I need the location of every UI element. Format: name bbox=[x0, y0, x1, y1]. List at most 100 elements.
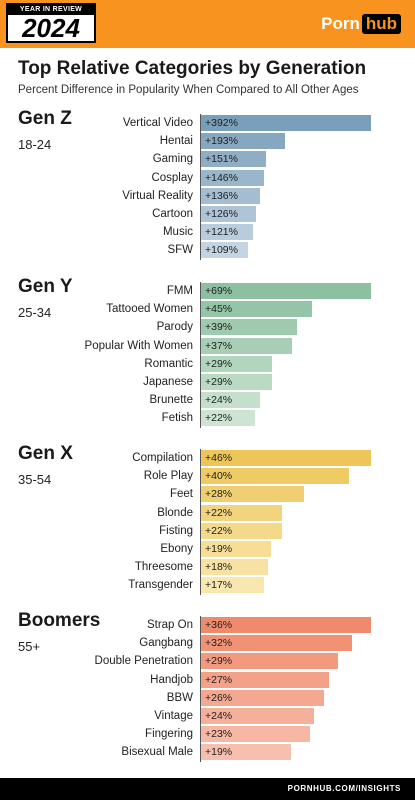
bar-value-label: +146% bbox=[205, 171, 238, 184]
bar-row: Vintage +24% bbox=[0, 707, 415, 725]
generation-age-range: 18-24 bbox=[18, 137, 52, 152]
bar-row: BBW +26% bbox=[0, 689, 415, 707]
year-in-review-badge: YEAR IN REVIEW 2024 bbox=[6, 3, 96, 43]
bar bbox=[201, 450, 371, 466]
generation-name: Gen X bbox=[18, 443, 73, 464]
bar-value-label: +28% bbox=[205, 488, 233, 501]
category-label: Gaming bbox=[152, 153, 193, 166]
bar bbox=[201, 169, 265, 186]
bar bbox=[201, 617, 371, 633]
bar-row: Fingering +23% bbox=[0, 725, 415, 743]
bar-row: Fetish +22% bbox=[0, 409, 415, 427]
bar-value-label: +151% bbox=[205, 153, 238, 166]
bar-row: Music +121% bbox=[0, 223, 415, 241]
generation-age-range: 55+ bbox=[18, 639, 41, 654]
category-label: Popular With Women bbox=[84, 339, 193, 352]
bar-value-label: +22% bbox=[205, 524, 233, 537]
bar bbox=[201, 151, 267, 168]
generation-name: Gen Y bbox=[18, 276, 73, 297]
bar-value-label: +17% bbox=[205, 579, 233, 592]
category-label: Role Play bbox=[143, 470, 193, 483]
bar bbox=[201, 115, 371, 131]
bar-row: Gaming +151% bbox=[0, 150, 415, 168]
bar-value-label: +136% bbox=[205, 189, 238, 202]
bar bbox=[201, 486, 305, 503]
bar-row: Popular With Women +37% bbox=[0, 337, 415, 355]
bar-value-label: +40% bbox=[205, 470, 233, 483]
bar-value-label: +37% bbox=[205, 339, 233, 352]
category-label: SFW bbox=[167, 244, 193, 257]
bar-row: Parody +39% bbox=[0, 318, 415, 336]
bar-value-label: +27% bbox=[205, 673, 233, 686]
bar-value-label: +45% bbox=[205, 303, 233, 316]
generation-name: Boomers bbox=[18, 610, 101, 631]
category-label: Japanese bbox=[143, 376, 193, 388]
category-label: Threesome bbox=[134, 561, 193, 574]
bar-value-label: +26% bbox=[205, 691, 233, 704]
bar bbox=[201, 541, 272, 557]
bar bbox=[201, 319, 298, 336]
bar-value-label: +126% bbox=[205, 208, 238, 220]
bar-row: Brunette +24% bbox=[0, 391, 415, 409]
bar-axis-line bbox=[200, 282, 201, 428]
bar bbox=[201, 133, 285, 150]
bar-row: Role Play +40% bbox=[0, 467, 415, 485]
bar-value-label: +18% bbox=[205, 561, 233, 574]
bar bbox=[201, 635, 353, 652]
bar-row: Vertical Video +392% bbox=[0, 114, 415, 132]
category-label: Fingering bbox=[145, 728, 193, 741]
category-label: Bisexual Male bbox=[121, 746, 193, 759]
category-label: Brunette bbox=[149, 394, 193, 407]
category-label: Transgender bbox=[128, 579, 193, 592]
bar-row: Bisexual Male +19% bbox=[0, 743, 415, 761]
bar bbox=[201, 206, 256, 222]
category-label: Ebony bbox=[160, 543, 193, 555]
bar-row: FMM +69% bbox=[0, 282, 415, 300]
logo-text-part2: hub bbox=[361, 14, 401, 34]
bar bbox=[201, 689, 324, 706]
category-label: Music bbox=[162, 226, 193, 239]
bar-axis-line bbox=[200, 449, 201, 595]
bar-value-label: +23% bbox=[205, 728, 233, 741]
bar-value-label: +109% bbox=[205, 244, 238, 257]
bar-row: Compilation +46% bbox=[0, 449, 415, 467]
bar-value-label: +36% bbox=[205, 619, 233, 631]
bar-row: Strap On +36% bbox=[0, 616, 415, 634]
bar-value-label: +29% bbox=[205, 357, 233, 370]
category-label: Fetish bbox=[161, 412, 193, 425]
bar-value-label: +193% bbox=[205, 135, 238, 148]
bar bbox=[201, 726, 310, 743]
bar bbox=[201, 337, 293, 354]
category-label: Vintage bbox=[154, 710, 193, 722]
category-label: Gangbang bbox=[139, 637, 193, 650]
category-label: Feet bbox=[169, 488, 193, 501]
badge-caption: YEAR IN REVIEW bbox=[8, 5, 94, 15]
bar bbox=[201, 187, 260, 204]
bar-value-label: +32% bbox=[205, 637, 233, 650]
bar-value-label: +121% bbox=[205, 226, 238, 239]
footer-bar: PORNHUB.COM/INSIGHTS bbox=[0, 778, 415, 800]
bar bbox=[201, 504, 283, 521]
category-label: Cartoon bbox=[152, 208, 193, 220]
category-label: Compilation bbox=[132, 452, 193, 464]
generation-age-range: 35-54 bbox=[18, 472, 52, 487]
brand-logo: Porn hub bbox=[321, 13, 401, 35]
bar-value-label: +19% bbox=[205, 543, 233, 555]
bar-row: Handjob +27% bbox=[0, 671, 415, 689]
bar-row: Romantic +29% bbox=[0, 355, 415, 373]
bar-axis-line bbox=[200, 114, 201, 260]
bar-row: Feet +28% bbox=[0, 485, 415, 503]
generation-age-range: 25-34 bbox=[18, 305, 52, 320]
category-label: Double Penetration bbox=[94, 655, 193, 668]
bar bbox=[201, 559, 268, 576]
category-label: Parody bbox=[156, 321, 193, 334]
bar-value-label: +24% bbox=[205, 394, 233, 407]
bar bbox=[201, 744, 291, 761]
bar bbox=[201, 468, 349, 485]
category-label: Vertical Video bbox=[122, 117, 193, 129]
chart-title: Top Relative Categories by Generation bbox=[18, 58, 367, 79]
logo-text-part1: Porn bbox=[321, 14, 360, 33]
bar-row: Blonde +22% bbox=[0, 504, 415, 522]
chart-subtitle: Percent Difference in Popularity When Co… bbox=[18, 84, 359, 96]
bar-row: Hentai +193% bbox=[0, 132, 415, 150]
